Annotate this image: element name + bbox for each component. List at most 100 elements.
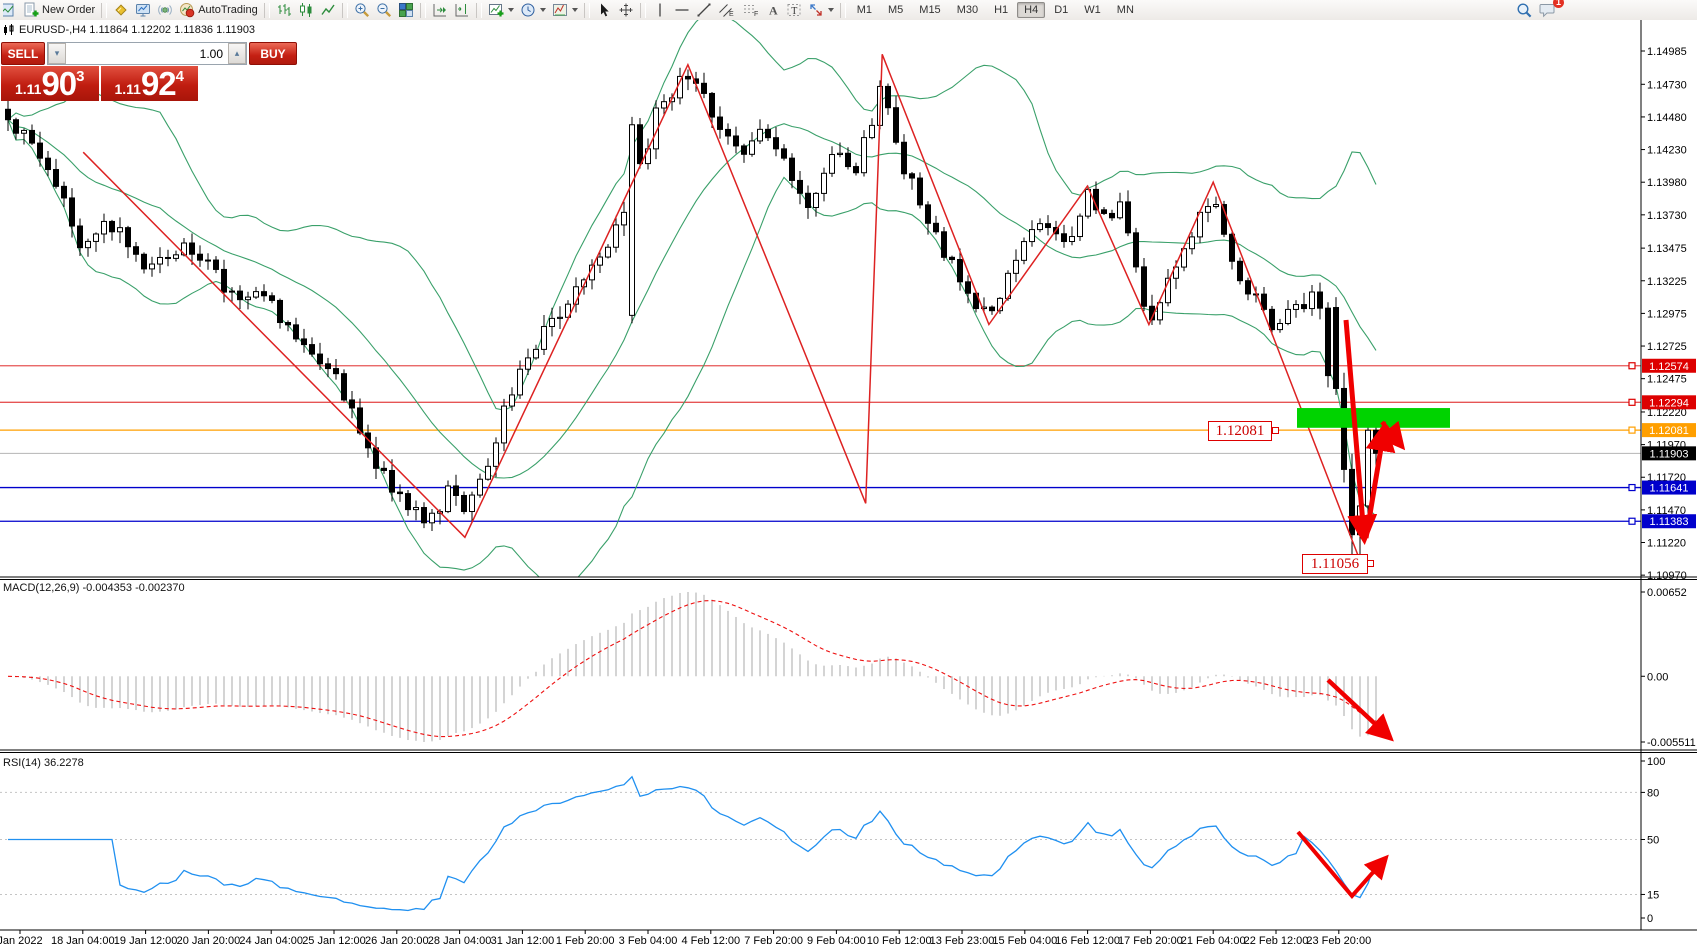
text-label-button[interactable]: T: [783, 1, 805, 19]
zoom-out-icon: [376, 2, 392, 18]
equidistant-channel-button[interactable]: E: [715, 1, 739, 19]
dropdown-caret-icon: [539, 8, 546, 12]
svg-text:9 Feb 04:00: 9 Feb 04:00: [807, 935, 866, 947]
zoom-out-button[interactable]: [373, 1, 395, 19]
toolbar-separator: [583, 2, 590, 18]
fibonacci-button[interactable]: F: [739, 1, 763, 19]
crash-low-price-label[interactable]: 1.11056: [1302, 554, 1368, 574]
trendline-button[interactable]: [693, 1, 715, 19]
svg-text:24 Jan 04:00: 24 Jan 04:00: [239, 935, 303, 947]
new-chart-button[interactable]: [485, 1, 517, 19]
autotrading-icon: [179, 2, 195, 18]
buy-button[interactable]: BUY: [249, 42, 297, 65]
toolbar-separator: [639, 2, 646, 18]
autotrading-button[interactable]: AutoTrading: [176, 1, 261, 19]
svg-text:1.13475: 1.13475: [1647, 243, 1687, 255]
svg-text:1.11903: 1.11903: [1650, 448, 1689, 460]
chart-shift-icon: [454, 2, 470, 18]
red-annotation-arrows: [1343, 319, 1406, 545]
rejection-arrow: [1377, 420, 1406, 451]
cursor-button[interactable]: [593, 1, 615, 19]
chart-ohlc-title: EURUSD-,H4 1.11864 1.12202 1.11836 1.119…: [19, 24, 256, 36]
metaeditor-icon[interactable]: [110, 1, 132, 19]
svg-text:22 Feb 12:00: 22 Feb 12:00: [1244, 935, 1309, 947]
svg-text:1.11220: 1.11220: [1647, 538, 1686, 550]
green-supply-zone[interactable]: [1297, 408, 1450, 428]
timeframe-H1[interactable]: H1: [994, 4, 1009, 16]
chart-window-icon[interactable]: [0, 1, 20, 19]
tile-windows-icon: [398, 2, 414, 18]
timeframe-MN[interactable]: MN: [1116, 4, 1134, 16]
fibo-icon: F: [742, 2, 760, 18]
auto-scroll-icon: [432, 2, 448, 18]
buy-price-big: 92: [140, 65, 177, 102]
zoom-in-button[interactable]: [351, 1, 373, 19]
timeframe-D1[interactable]: D1: [1054, 4, 1069, 16]
search-button[interactable]: [1513, 1, 1536, 19]
auto-scroll-button[interactable]: [429, 1, 451, 19]
toolbar-separator: [101, 2, 108, 18]
svg-text:1.12081: 1.12081: [1649, 425, 1689, 437]
templates-button[interactable]: [549, 1, 581, 19]
new-chart-icon: [488, 2, 504, 18]
horizontal-line-button[interactable]: [671, 1, 693, 19]
chart-title: EURUSD-,H4 1.11864 1.12202 1.11836 1.119…: [3, 24, 255, 36]
sell-button[interactable]: SELL: [1, 42, 45, 65]
price-axis[interactable]: 1.14985 1.14730 1.14480 1.14230 1.13980 1.137…: [1628, 46, 1696, 582]
text-a-icon: A: [766, 2, 780, 18]
dropdown-caret-icon: [571, 8, 578, 12]
svg-text:19 Jan 12:00: 19 Jan 12:00: [114, 935, 178, 947]
volume-input[interactable]: [66, 43, 228, 64]
text-button[interactable]: A: [763, 1, 783, 19]
svg-text:1.11470: 1.11470: [1647, 505, 1686, 517]
volume-increase-button[interactable]: ▴: [228, 43, 246, 64]
tile-windows-button[interactable]: [395, 1, 417, 19]
timeframe-M1[interactable]: M1: [856, 4, 872, 16]
periods-button[interactable]: [517, 1, 549, 19]
svg-text:25 Jan 12:00: 25 Jan 12:00: [302, 935, 366, 947]
candles-chart-button[interactable]: [295, 1, 317, 19]
resistance-price-label[interactable]: 1.12081: [1208, 421, 1272, 441]
vertical-line-button[interactable]: [649, 1, 671, 19]
svg-text:Jan 2022: Jan 2022: [0, 935, 43, 947]
notification-badge: 1: [1553, 0, 1564, 8]
svg-text:0.00: 0.00: [1647, 671, 1668, 683]
svg-text:100: 100: [1647, 756, 1665, 768]
volume-decrease-button[interactable]: ▾: [48, 43, 66, 64]
svg-text:1.10970: 1.10970: [1647, 570, 1687, 582]
chart-shift-button[interactable]: [451, 1, 473, 19]
time-axis[interactable]: Jan 2022 18 Jan 04:00 19 Jan 12:00 20 Jan 2…: [0, 930, 1371, 947]
notifications-button[interactable]: 1: [1536, 0, 1564, 19]
svg-text:31 Jan 12:00: 31 Jan 12:00: [491, 935, 555, 947]
signals-icon[interactable]: [154, 1, 176, 19]
svg-text:4 Feb 12:00: 4 Feb 12:00: [681, 935, 740, 947]
timeframe-H4[interactable]: H4: [1017, 2, 1046, 18]
vline-icon: [652, 2, 668, 18]
timeframe-W1[interactable]: W1: [1084, 4, 1101, 16]
timeframe-M30[interactable]: M30: [956, 4, 979, 16]
autotrading-button-label: AutoTrading: [198, 4, 258, 16]
svg-text:18 Jan 04:00: 18 Jan 04:00: [51, 935, 115, 947]
timeframe-M15[interactable]: M15: [919, 4, 941, 16]
crosshair-button[interactable]: [615, 1, 637, 19]
svg-text:1.12475: 1.12475: [1647, 374, 1687, 386]
templates-icon: [552, 2, 568, 18]
svg-text:1.13980: 1.13980: [1647, 177, 1687, 189]
timeframe-M5[interactable]: M5: [888, 4, 904, 16]
buy-price-display[interactable]: 1.11 92 4: [100, 65, 198, 102]
zigzag-trendlines[interactable]: [82, 54, 1361, 560]
zoom-in-icon: [354, 2, 370, 18]
terminal-icon[interactable]: [132, 1, 154, 19]
svg-text:1.14730: 1.14730: [1647, 79, 1687, 91]
terminal-icon: [135, 2, 151, 18]
arrows-button[interactable]: [805, 1, 837, 19]
line-chart-button[interactable]: [317, 1, 339, 19]
macd-indicator-label: MACD(12,26,9) -0.004353 -0.002370: [3, 582, 185, 594]
svg-text:0: 0: [1647, 913, 1653, 925]
text-label-icon: T: [786, 2, 802, 18]
sell-price-display[interactable]: 1.11 90 3: [1, 66, 99, 101]
bars-chart-button[interactable]: [273, 1, 295, 19]
chart-symbol-icon: [4, 24, 14, 35]
price-chart[interactable]: 1.14985 1.14730 1.14480 1.14230 1.13980 1.137…: [0, 20, 1697, 948]
new-order-button[interactable]: New Order: [20, 1, 98, 19]
